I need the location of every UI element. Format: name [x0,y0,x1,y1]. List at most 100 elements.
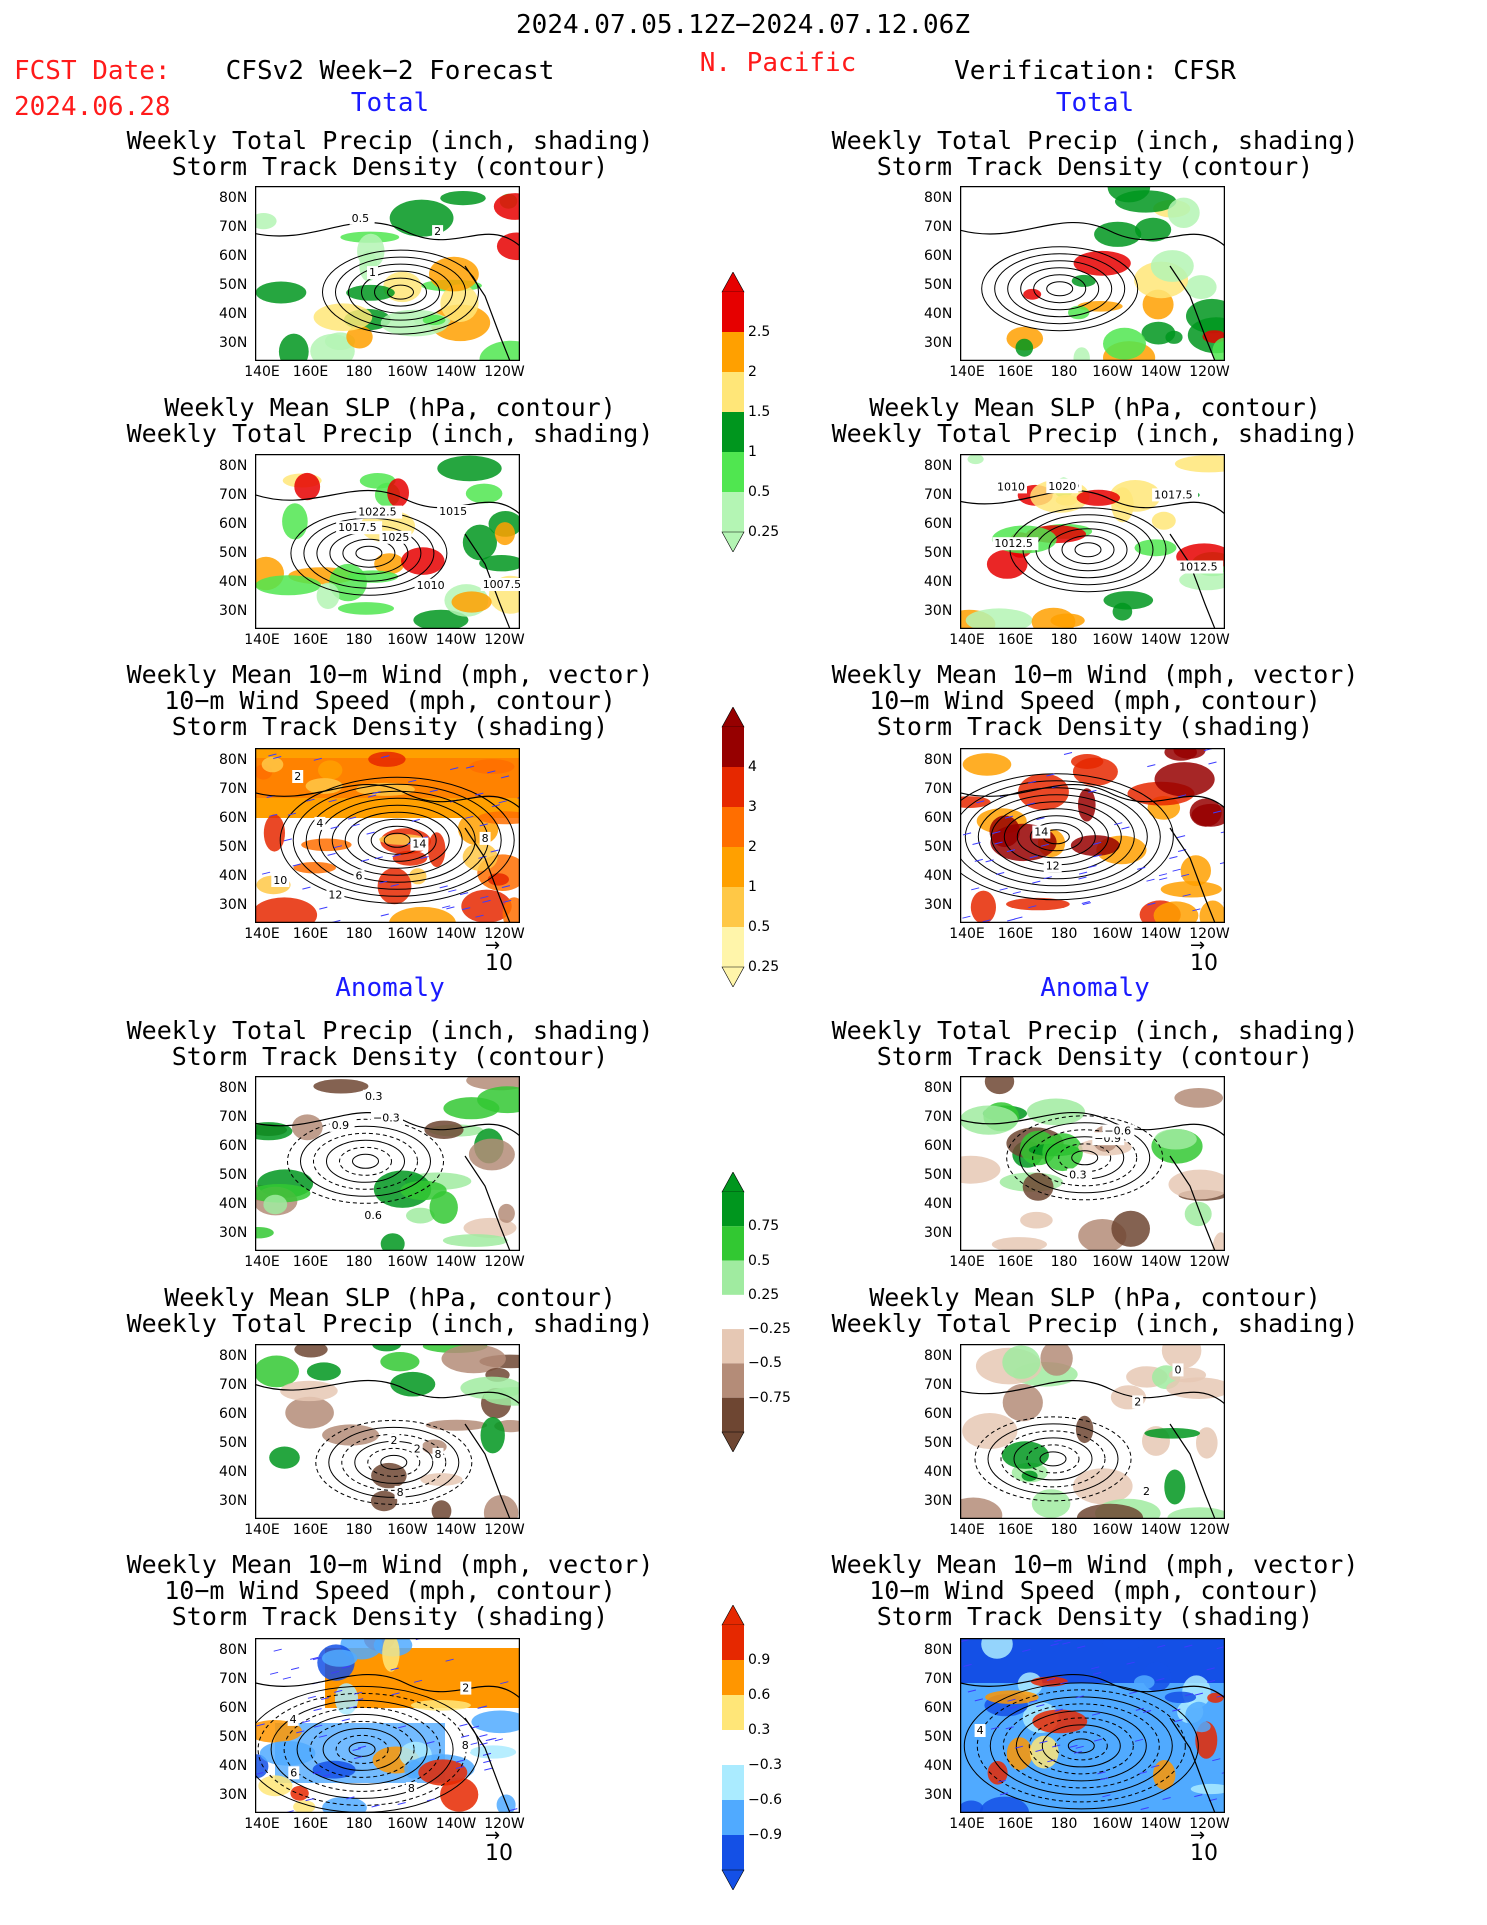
lat-tick-label: 60N [219,1406,248,1422]
panel-title-line: Storm Track Density (shading) [171,712,609,741]
lon-tick-label: 120W [1189,1816,1230,1832]
lon-tick-label: 140E [949,1522,985,1538]
colorbar-tick-label: 0.3 [748,1722,771,1738]
lat-tick-label: 60N [924,248,953,264]
colorbar-tick-label: −0.5 [748,1355,782,1372]
lon-tick-label: 180 [1050,1522,1078,1538]
contour-label: 14 [412,838,426,851]
contour-label: 8 [462,1739,469,1752]
lat-tick-label: 60N [924,1406,953,1422]
vector-reference: → 10 [485,937,513,977]
lat-tick-label: 60N [219,1138,248,1154]
lat-tick-label: 80N [219,1348,248,1364]
total-label-left: Total [350,88,430,118]
lat-tick-label: 30N [219,1225,248,1241]
lat-tick-label: 70N [924,1109,953,1125]
lon-tick-label: 140W [435,1816,477,1832]
lat-tick-label: 70N [924,219,953,235]
colorbar-tick-label: 0.5 [748,1252,771,1269]
lon-tick-label: 140E [244,1816,280,1832]
panel-title-line: Weekly Mean 10−m Wind (mph, vector) [126,1550,654,1579]
lat-tick-label: 30N [924,603,953,619]
map-panel-vf-slp_anom: 2 0 2 [960,1344,1225,1519]
map-panel-fc-precip_anom: 0.3 0.6 0.9 −0.3 [255,1076,520,1251]
colorbar-tick-label: −0.75 [748,1389,791,1406]
colorbar-tick-label: 2 [748,839,757,855]
region-title: N. Pacific [699,48,857,78]
lon-tick-label: 160W [387,1522,428,1538]
verification-title: Verification: CFSR [954,56,1236,86]
contour-label: 8 [397,1486,404,1499]
lat-tick-label: 40N [219,868,248,884]
colorbar-tick-label: 3 [748,799,757,815]
lon-tick-label: 160E [292,632,329,648]
lat-tick-label: 70N [219,1377,248,1393]
lon-tick-label: 180 [1050,364,1078,380]
lat-tick-label: 60N [924,1138,953,1154]
lon-tick-label: 140W [435,364,477,380]
lat-tick-label: 40N [219,1464,248,1480]
lon-tick-label: 180 [1050,632,1078,648]
contour-label: 0.3 [365,1090,383,1103]
panel-title-line: Storm Track Density (contour) [171,152,609,181]
colorbar-tick-label: 0.25 [748,959,780,975]
forecast-title: CFSv2 Week−2 Forecast [225,56,555,86]
contour-label: −0.6 [1104,1124,1131,1137]
lat-tick-label: 70N [219,781,248,797]
panel-title-line: Weekly Mean SLP (hPa, contour) [164,393,616,422]
lat-tick-label: 50N [219,1435,248,1451]
panel-title-line: 10−m Wind Speed (mph, contour) [869,686,1321,715]
contour-label: 6 [290,1766,297,1779]
lon-tick-label: 140E [949,1254,985,1270]
colorbar-tick-label: 1 [748,879,757,895]
panel-title-line: Weekly Mean 10−m Wind (mph, vector) [126,660,654,689]
lon-tick-label: 160W [387,632,428,648]
map-panel-vf-precip_anom: −0.9−0.60.3 [960,1076,1225,1251]
panel-title-line: 10−m Wind Speed (mph, contour) [164,686,616,715]
lon-tick-label: 160W [387,1816,428,1832]
lat-tick-label: 80N [219,190,248,206]
panel-title-line: Weekly Total Precip (inch, shading) [126,1309,654,1338]
lat-tick-label: 50N [219,839,248,855]
lon-tick-label: 140E [949,926,985,942]
lon-tick-label: 140E [949,632,985,648]
lat-tick-label: 30N [219,897,248,913]
colorbar-tick-label: −0.25 [748,1321,791,1338]
contour-label: 1020 [1048,480,1076,493]
lon-tick-label: 160W [1092,1816,1133,1832]
contour-label: 8 [435,1448,442,1461]
lat-tick-label: 40N [924,1196,953,1212]
lat-tick-label: 40N [924,1758,953,1774]
lon-tick-label: 120W [1189,926,1230,942]
lon-tick-label: 160E [292,1254,329,1270]
map-panel-fc-precip_total: 210.5 [255,186,520,361]
lon-tick-label: 160E [292,1522,329,1538]
contour-label: 2 [294,770,301,783]
panel-title-line: Storm Track Density (shading) [876,1602,1314,1631]
arrow-icon: → [1190,935,1206,956]
contour-label: 10 [273,874,287,887]
colorbar-tick-label: −0.6 [748,1792,782,1808]
contour-label: 12 [1046,859,1060,872]
lat-tick-label: 50N [924,1167,953,1183]
map-panel-fc-slp_anom: 2 8 8 2 [255,1344,520,1519]
vector-reference-value: 10 [1190,951,1218,976]
panel-title-line: Weekly Total Precip (inch, shading) [126,126,654,155]
lat-tick-label: 60N [219,810,248,826]
panel-title-line: Weekly Mean 10−m Wind (mph, vector) [831,660,1359,689]
colorbar-tick-label: 1 [748,444,757,460]
contour-label: 1022.5 [358,506,397,519]
lon-tick-label: 160E [292,926,329,942]
period-title: 2024.07.05.12Z−2024.07.12.06Z [516,10,970,40]
panel-title-line: Storm Track Density (contour) [876,152,1314,181]
lat-tick-label: 50N [924,1729,953,1745]
lon-tick-label: 140W [435,1254,477,1270]
lat-tick-label: 70N [924,487,953,503]
lon-tick-label: 180 [1050,1816,1078,1832]
panel-title-line: Weekly Total Precip (inch, shading) [831,126,1359,155]
colorbar-tick-label: 1.5 [748,404,771,420]
lon-tick-label: 140E [244,632,280,648]
lon-tick-label: 180 [345,1254,373,1270]
contour-label: 0.5 [352,212,370,225]
